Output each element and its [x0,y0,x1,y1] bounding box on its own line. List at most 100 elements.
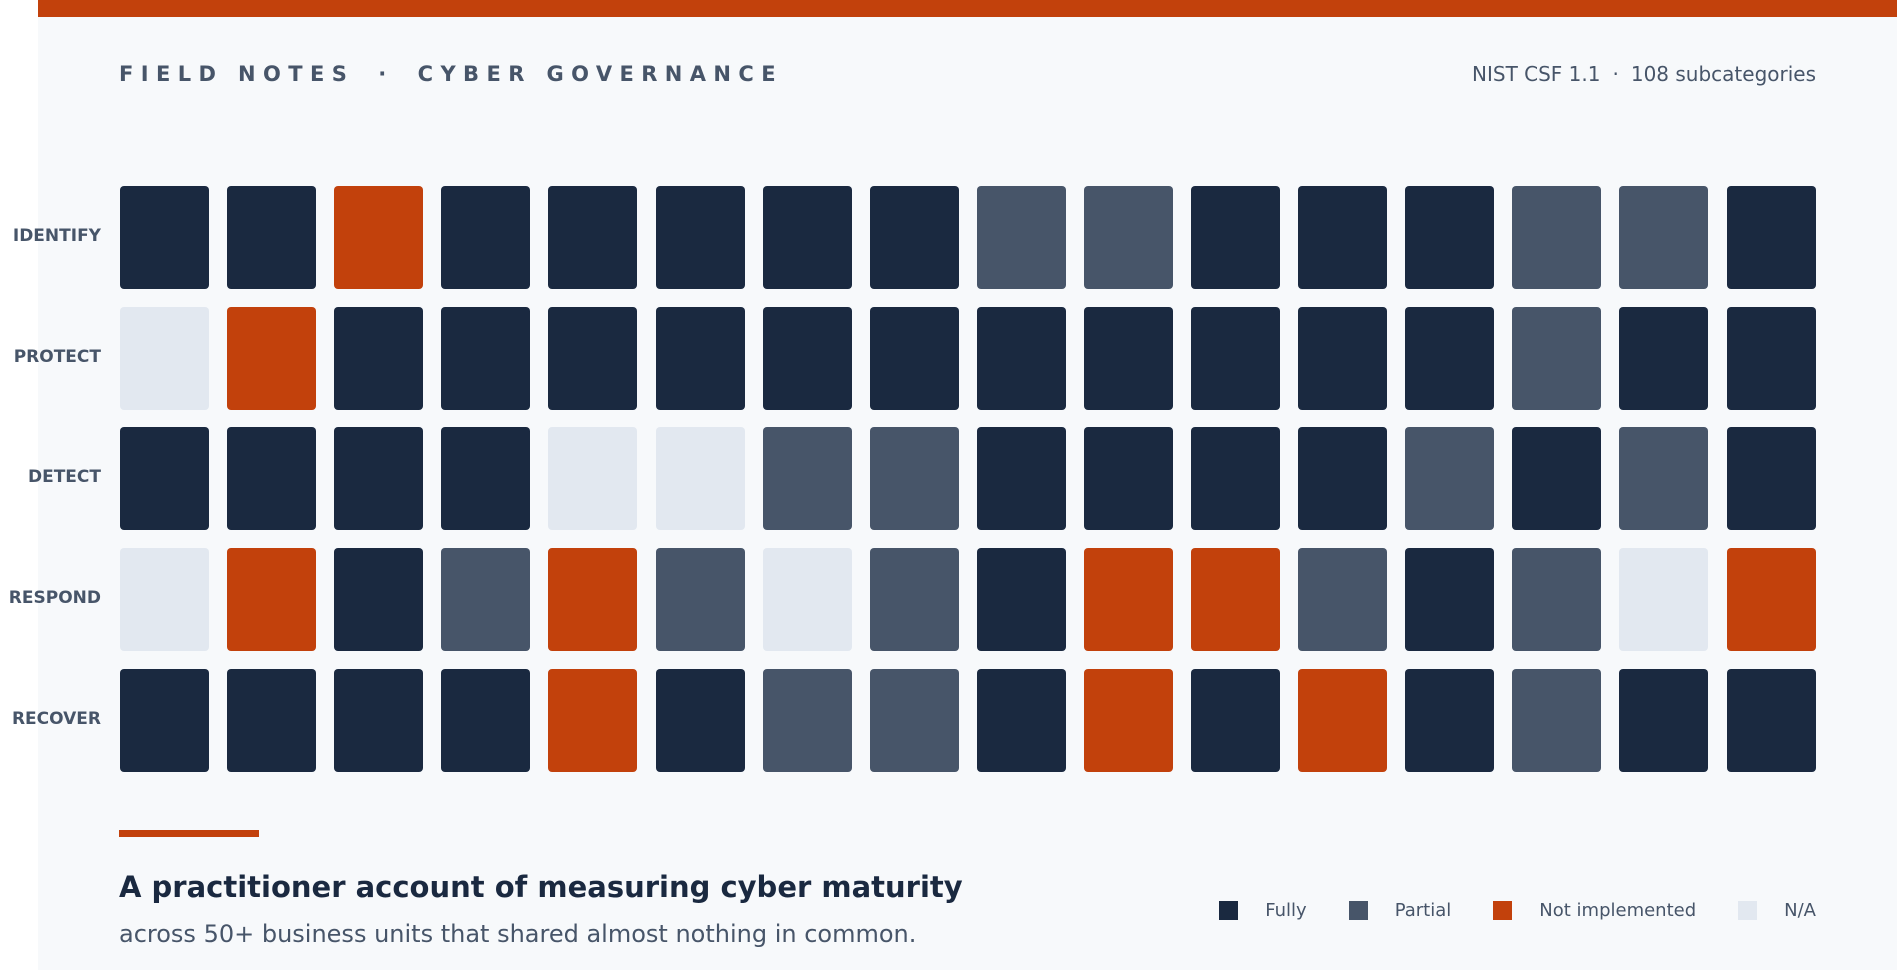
legend-item: Not implemented [1493,900,1696,921]
legend-item: Partial [1348,900,1452,921]
row-label-identify: IDENTIFY [12,226,101,246]
heatmap-cell [334,306,424,410]
heatmap-cell [762,306,852,410]
legend: Fully Partial Not implemented N/A [1219,900,1816,921]
heatmap-cell [1512,668,1602,772]
heatmap-cell [1405,186,1495,289]
heatmap-cell [762,548,852,652]
framework-meta: NIST CSF 1.1 · 108 subcategories [1472,62,1816,86]
heatmap-cell [1191,548,1280,652]
heatmap-cell [120,186,209,289]
heatmap-cell [1405,668,1495,772]
heatmap-cell [1619,668,1709,772]
heatmap-cell [655,668,745,772]
heatmap-cell [1191,306,1280,410]
heatmap-cell [120,306,209,410]
heatmap-cell [1191,668,1280,772]
heatmap-cell [227,668,317,772]
heatmap-cell [655,186,745,289]
poster-card: FIELD NOTES · CYBER GOVERNANCE NIST CSF 1.… [9,0,1897,970]
heatmap-cell [1405,306,1495,410]
heatmap-cell [1191,427,1280,531]
heatmap-cell [762,668,852,772]
heatmap-cell [869,668,959,772]
subheadline: across 50+ business units that shared al… [119,920,917,948]
heatmap-cell [762,427,852,531]
heatmap-cell [441,427,531,531]
heatmap-cell [1726,427,1816,531]
heatmap-cell [655,306,745,410]
heatmap-cell [548,186,638,289]
heatmap-cell [548,427,638,531]
heatmap-cell [1083,186,1173,289]
heatmap-cell [976,186,1066,289]
heatmap-cell [548,306,638,410]
legend-swatch [1738,901,1758,920]
heatmap-cell [1405,548,1495,652]
heatmap-cell [227,306,317,410]
heatmap-cell [1405,427,1495,531]
row-label-recover: RECOVER [11,708,101,729]
top-accent-bar [38,0,1897,17]
heatmap-cell [869,548,959,652]
heatmap-cell [655,548,745,652]
heatmap-cell [1726,306,1816,410]
heatmap-cell [655,427,745,531]
heatmap-cell [227,548,317,652]
heatmap-cell [1298,668,1388,772]
heatmap-cell [334,668,424,772]
heatmap-cell [1083,427,1173,531]
headline: A practitioner account of measuring cybe… [119,870,963,904]
legend-label: Not implemented [1539,900,1697,921]
heatmap-cell [548,668,638,772]
heatmap-cell [120,668,209,772]
heatmap-cell [1298,306,1388,410]
heatmap-cell [1512,186,1602,289]
heatmap-cell [334,186,424,289]
legend-swatch [1493,901,1513,920]
heatmap-cell [227,427,317,531]
heatmap-cell [1191,186,1280,289]
heatmap-cell [1619,548,1709,652]
legend-label: Partial [1394,900,1452,921]
heatmap-cell [120,548,209,652]
heatmap-cell [762,186,852,289]
heatmap-cell [1619,306,1709,410]
accent-rule [119,830,259,837]
heatmap-cell [441,548,531,652]
heatmap-cell [1083,668,1173,772]
heatmap-cell [1726,186,1816,289]
heatmap-cell [441,668,531,772]
heatmap-cell [1726,548,1816,652]
heatmap-cell [976,548,1066,652]
heatmap-cell [441,186,531,289]
heatmap-cell [869,186,959,289]
row-label-respond: RESPOND [8,588,101,609]
heatmap-cell [441,306,531,410]
row-label-protect: PROTECT [13,346,101,367]
heatmap-cell [1083,306,1173,410]
legend-label: Fully [1265,900,1307,921]
kicker-text: FIELD NOTES · CYBER GOVERNANCE [119,62,783,86]
legend-label: N/A [1784,900,1816,921]
row-label-detect: DETECT [27,467,101,488]
heatmap-cell [1619,186,1709,289]
heatmap-cell [869,427,959,531]
heatmap-cell [1083,548,1173,652]
heatmap-cell [976,306,1066,410]
heatmap-cell [334,548,424,652]
heatmap-cell [1298,427,1388,531]
heatmap-cell [1298,186,1388,289]
heatmap-cell [1619,427,1709,531]
heatmap-cell [120,427,209,531]
legend-item: N/A [1738,900,1816,921]
heatmap-cell [1298,548,1388,652]
heatmap-cell [976,427,1066,531]
heatmap-cell [1512,427,1602,531]
heatmap-cell [976,668,1066,772]
heatmap-cell [548,548,638,652]
heatmap-cell [334,427,424,531]
heatmap-cell [1726,668,1816,772]
heatmap-cell [1512,548,1602,652]
heatmap-cell [1512,306,1602,410]
